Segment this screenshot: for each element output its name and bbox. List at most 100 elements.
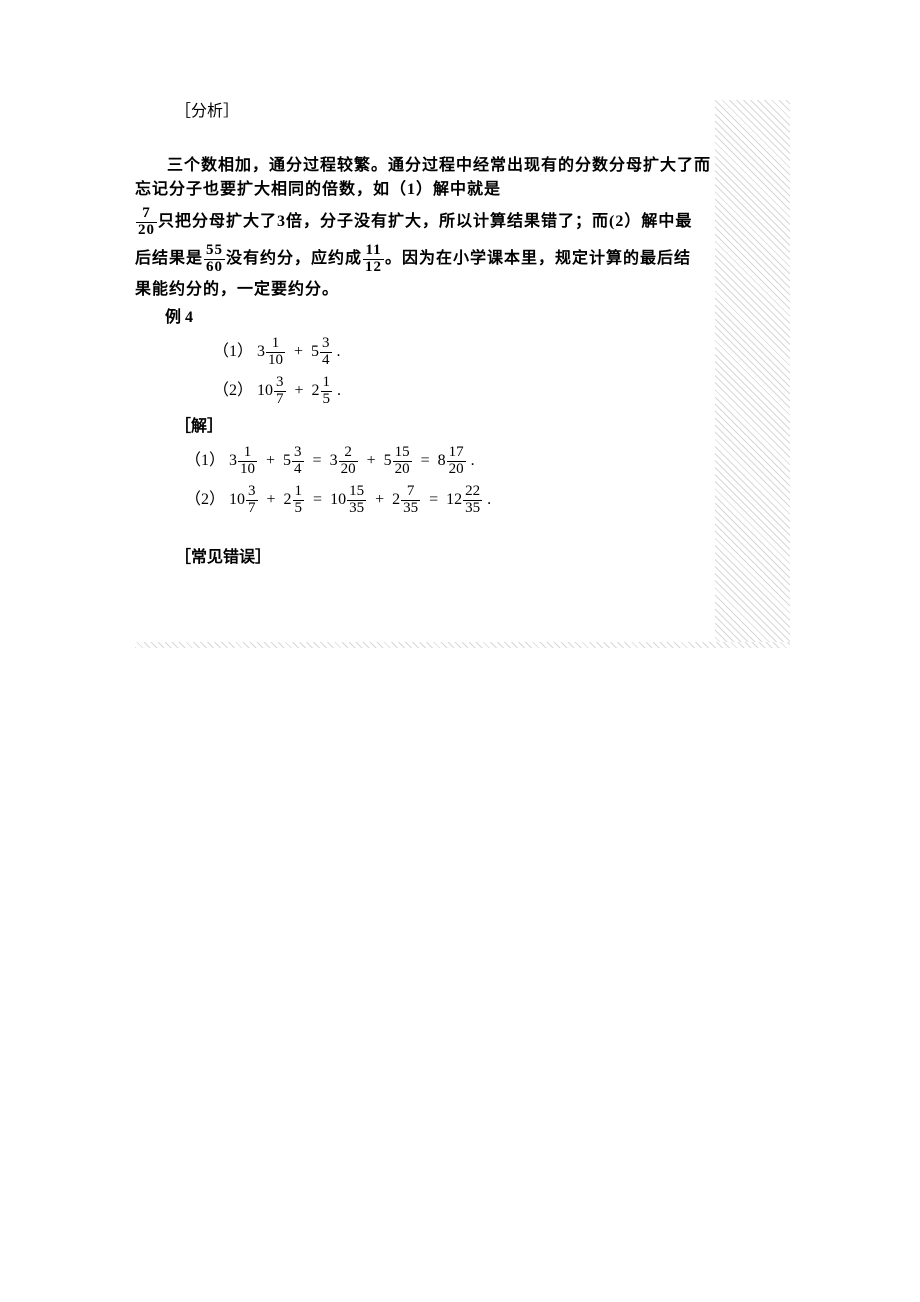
- fraction-numerator: 15: [347, 484, 366, 501]
- mixed-int: 10: [330, 491, 346, 508]
- fraction-numerator: 3: [292, 445, 304, 462]
- mixed-frac: 735: [401, 484, 420, 517]
- mixed-frac: 110: [266, 336, 285, 369]
- problem-label: （1）: [213, 343, 253, 360]
- fraction-denominator: 7: [274, 392, 286, 408]
- mixed-int: 2: [312, 382, 320, 399]
- mixed-frac: 15: [293, 484, 305, 517]
- fraction-denominator: 20: [339, 462, 358, 478]
- fraction-numerator: 3: [320, 336, 332, 353]
- fraction-numerator: 1: [321, 375, 333, 392]
- fraction-numerator: 7: [136, 206, 157, 223]
- common-errors-heading: ［常见错误］: [175, 546, 715, 570]
- fraction-11-12: 11 12: [363, 243, 384, 276]
- mixed-int: 2: [284, 491, 292, 508]
- text-segment: 。因为在小学课本里，规定计算的最后结: [385, 250, 691, 267]
- period: .: [337, 382, 341, 399]
- solution-2: （2） 1037 + 215 = 101535 + 2735 = 122235 …: [185, 484, 715, 517]
- fraction-denominator: 5: [321, 392, 333, 408]
- mixed-int: 10: [229, 491, 245, 508]
- mixed-frac: 15: [321, 375, 333, 408]
- content-area: ［分析］ 三个数相加，通分过程较繁。通分过程中经常出现有的分数分母扩大了而忘记分…: [135, 100, 715, 570]
- operator: +: [294, 343, 303, 360]
- fraction-denominator: 12: [363, 260, 384, 276]
- text-segment: 只把分母扩大了3倍，分子没有扩大，所以计算结果错了；而(2）解中最: [158, 213, 692, 230]
- solution-label: （1）: [185, 452, 225, 469]
- fraction-denominator: 4: [320, 353, 332, 369]
- mixed-int: 5: [311, 343, 319, 360]
- fraction-denominator: 20: [136, 223, 157, 239]
- solution-label: （2）: [185, 491, 225, 508]
- fraction-denominator: 4: [292, 462, 304, 478]
- fraction-numerator: 7: [401, 484, 420, 501]
- fraction-numerator: 3: [246, 484, 258, 501]
- operator: +: [267, 491, 276, 508]
- fraction-denominator: 10: [238, 462, 257, 478]
- mixed-int: 2: [392, 491, 400, 508]
- fraction-numerator: 1: [266, 336, 285, 353]
- mixed-int: 12: [446, 491, 462, 508]
- problem-1: （1） 3110 + 534 .: [213, 336, 715, 369]
- text-segment: 没有约分，应约成: [226, 250, 362, 267]
- mixed-frac: 37: [274, 375, 286, 408]
- problem-2: （2） 1037 + 215 .: [213, 375, 715, 408]
- analysis-line-end: 果能约分的，一定要约分。: [135, 278, 715, 302]
- solution-1: （1） 3110 + 534 = 3220 + 51520 = 81720 .: [185, 445, 715, 478]
- solution-heading: ［解］: [175, 415, 715, 439]
- mixed-frac: 1535: [347, 484, 366, 517]
- operator: +: [367, 452, 376, 469]
- equals: =: [421, 452, 430, 469]
- operator: +: [266, 452, 275, 469]
- mixed-int: 10: [257, 382, 273, 399]
- fraction-numerator: 3: [274, 375, 286, 392]
- analysis-paragraph-1: 三个数相加，通分过程较繁。通分过程中经常出现有的分数分母扩大了而忘记分子也要扩大…: [135, 154, 715, 202]
- fraction-numerator: 1: [238, 445, 257, 462]
- example-heading: 例 4: [165, 306, 715, 330]
- margin-hatch-right: [715, 100, 790, 645]
- fraction-numerator: 15: [393, 445, 412, 462]
- fraction-denominator: 7: [246, 501, 258, 517]
- period: .: [471, 452, 475, 469]
- mixed-frac: 1520: [393, 445, 412, 478]
- equals: =: [313, 452, 322, 469]
- period: .: [487, 491, 491, 508]
- fraction-denominator: 35: [347, 501, 366, 517]
- fraction-denominator: 5: [293, 501, 305, 517]
- analysis-line-frac-2: 后结果是 55 60 没有约分，应约成 11 12 。因为在小学课本里，规定计算…: [135, 241, 715, 276]
- mixed-frac: 1720: [447, 445, 466, 478]
- fraction-numerator: 17: [447, 445, 466, 462]
- fraction-numerator: 1: [293, 484, 305, 501]
- operator: +: [375, 491, 384, 508]
- equals: =: [429, 491, 438, 508]
- mixed-frac: 110: [238, 445, 257, 478]
- analysis-heading: ［分析］: [175, 100, 715, 124]
- operator: +: [295, 382, 304, 399]
- fraction-7-20: 7 20: [136, 206, 157, 239]
- mixed-frac: 37: [246, 484, 258, 517]
- mixed-frac: 2235: [463, 484, 482, 517]
- mixed-int: 3: [229, 452, 237, 469]
- mixed-frac: 34: [320, 336, 332, 369]
- mixed-frac: 220: [339, 445, 358, 478]
- fraction-denominator: 60: [204, 260, 225, 276]
- mixed-int: 3: [330, 452, 338, 469]
- fraction-denominator: 35: [401, 501, 420, 517]
- fraction-numerator: 22: [463, 484, 482, 501]
- margin-hatch-bottom: [135, 642, 790, 648]
- text-segment: 后结果是: [135, 250, 203, 267]
- fraction-55-60: 55 60: [204, 243, 225, 276]
- mixed-int: 3: [257, 343, 265, 360]
- equals: =: [313, 491, 322, 508]
- fraction-denominator: 35: [463, 501, 482, 517]
- fraction-denominator: 20: [447, 462, 466, 478]
- fraction-numerator: 11: [363, 243, 384, 260]
- fraction-denominator: 10: [266, 353, 285, 369]
- problem-label: （2）: [213, 382, 253, 399]
- mixed-frac: 34: [292, 445, 304, 478]
- fraction-numerator: 55: [204, 243, 225, 260]
- fraction-numerator: 2: [339, 445, 358, 462]
- mixed-int: 8: [438, 452, 446, 469]
- mixed-int: 5: [384, 452, 392, 469]
- analysis-line-frac-1: 7 20 只把分母扩大了3倍，分子没有扩大，所以计算结果错了；而(2）解中最: [135, 204, 715, 239]
- fraction-denominator: 20: [393, 462, 412, 478]
